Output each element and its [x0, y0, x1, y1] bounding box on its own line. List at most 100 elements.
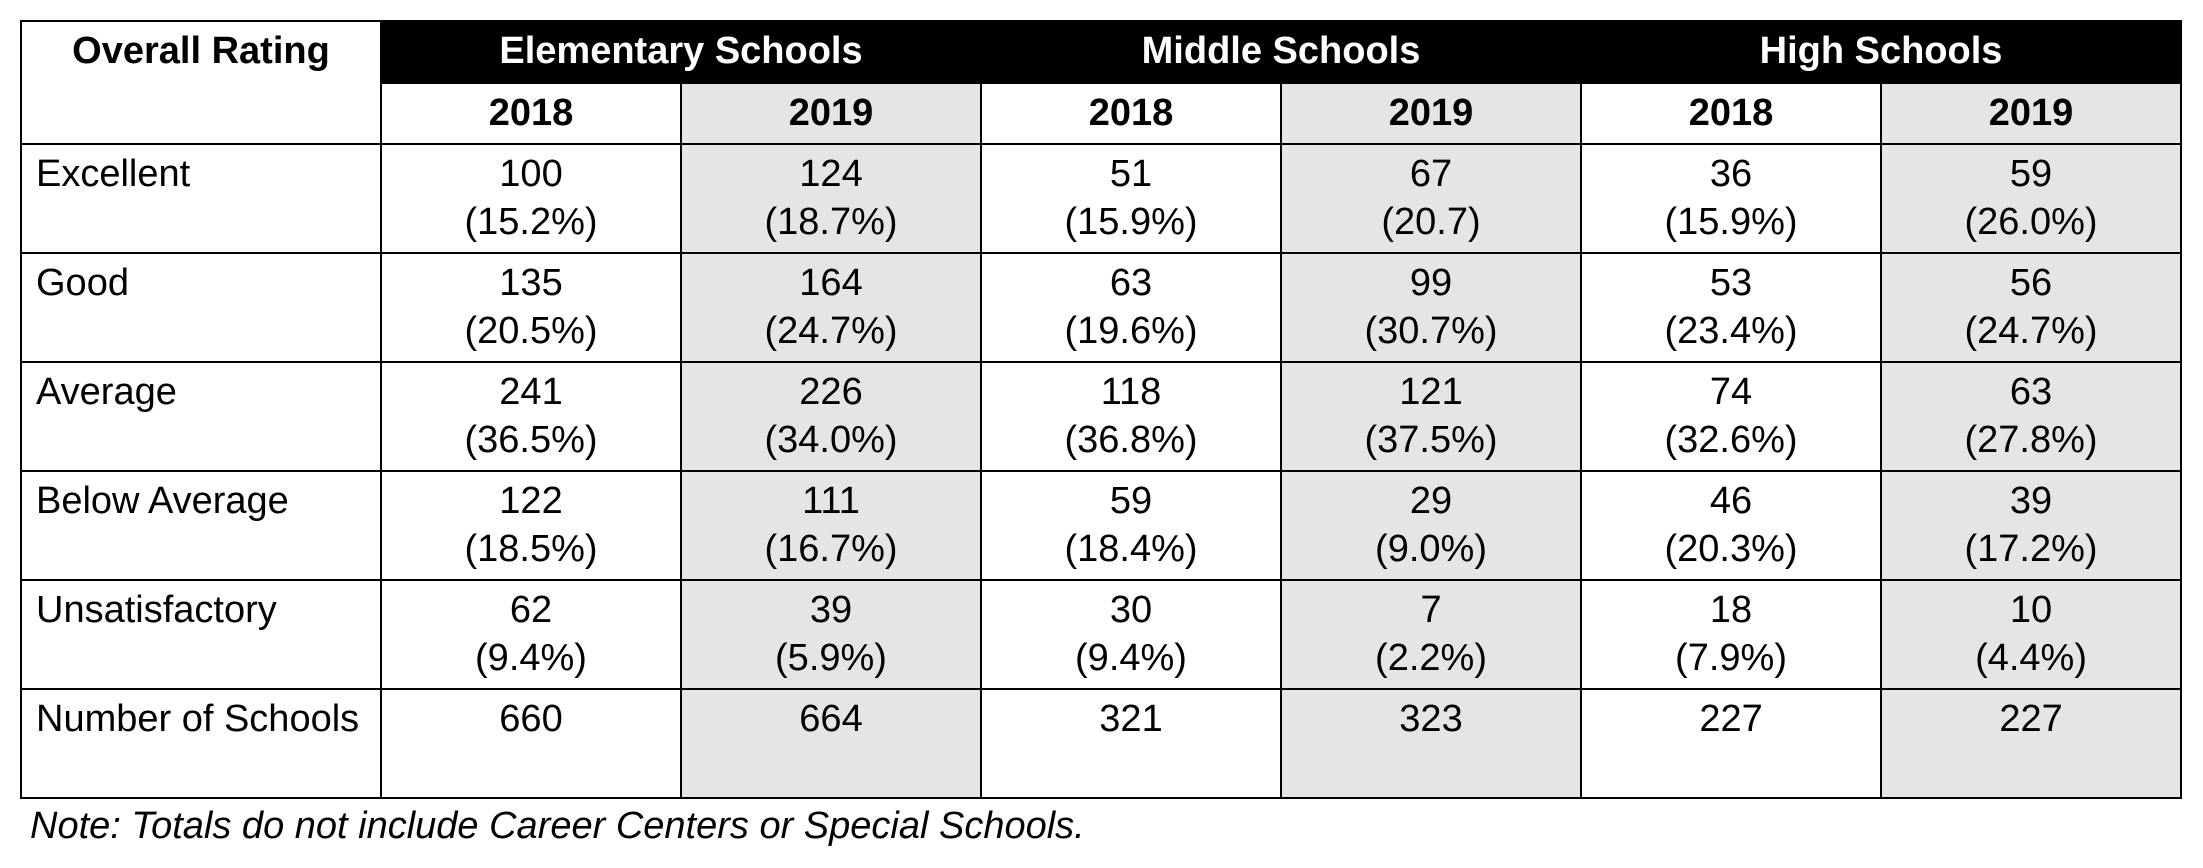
- cell-count: 7: [1296, 587, 1566, 635]
- cell-count: 121: [1296, 369, 1566, 417]
- header-row-groups: Overall Rating Elementary Schools Middle…: [21, 21, 2181, 83]
- cell-count: 39: [1896, 478, 2166, 526]
- header-overall-rating: Overall Rating: [21, 21, 381, 83]
- data-cell: 59(26.0%): [1881, 144, 2181, 253]
- data-cell: 111(16.7%): [681, 471, 981, 580]
- cell-percent: (26.0%): [1896, 199, 2166, 247]
- cell-percent: (19.6%): [996, 308, 1266, 356]
- cell-count: 226: [696, 369, 966, 417]
- row-label: Below Average: [21, 471, 381, 580]
- cell-count: 323: [1296, 696, 1566, 744]
- cell-percent: (9.4%): [396, 635, 666, 683]
- data-cell: 62(9.4%): [381, 580, 681, 689]
- cell-count: 10: [1896, 587, 2166, 635]
- cell-count: 122: [396, 478, 666, 526]
- data-cell: 39(5.9%): [681, 580, 981, 689]
- cell-count: 29: [1296, 478, 1566, 526]
- cell-count: 51: [996, 151, 1266, 199]
- cell-percent: (37.5%): [1296, 417, 1566, 465]
- cell-count: 321: [996, 696, 1266, 744]
- table-row: Number of Schools 660 664 321 323 227 227: [21, 689, 2181, 798]
- data-cell: 323: [1281, 689, 1581, 798]
- cell-percent: (4.4%): [1896, 635, 2166, 683]
- header-year: 2019: [1281, 83, 1581, 145]
- ratings-table: Overall Rating Elementary Schools Middle…: [20, 20, 2182, 799]
- data-cell: 18(7.9%): [1581, 580, 1881, 689]
- cell-percent: (7.9%): [1596, 635, 1866, 683]
- cell-percent: [996, 744, 1266, 792]
- cell-percent: (36.8%): [996, 417, 1266, 465]
- cell-count: 227: [1896, 696, 2166, 744]
- data-cell: 29(9.0%): [1281, 471, 1581, 580]
- cell-count: 74: [1596, 369, 1866, 417]
- header-year: 2018: [1581, 83, 1881, 145]
- data-cell: 100(15.2%): [381, 144, 681, 253]
- cell-percent: (15.9%): [996, 199, 1266, 247]
- data-cell: 122(18.5%): [381, 471, 681, 580]
- cell-percent: [696, 744, 966, 792]
- header-group-elementary: Elementary Schools: [381, 21, 981, 83]
- cell-count: 67: [1296, 151, 1566, 199]
- cell-percent: (9.4%): [996, 635, 1266, 683]
- cell-percent: (24.7%): [1896, 308, 2166, 356]
- table-footnote: Note: Totals do not include Career Cente…: [20, 799, 2180, 848]
- table-row: Excellent100(15.2%)124(18.7%)51(15.9%)67…: [21, 144, 2181, 253]
- cell-count: 30: [996, 587, 1266, 635]
- cell-count: 660: [396, 696, 666, 744]
- table-row: Unsatisfactory62(9.4%)39(5.9%)30(9.4%)7(…: [21, 580, 2181, 689]
- cell-count: 124: [696, 151, 966, 199]
- cell-count: 664: [696, 696, 966, 744]
- data-cell: 39(17.2%): [1881, 471, 2181, 580]
- cell-count: 59: [1896, 151, 2166, 199]
- cell-count: 63: [1896, 369, 2166, 417]
- cell-count: 118: [996, 369, 1266, 417]
- cell-percent: [396, 744, 666, 792]
- row-label: Average: [21, 362, 381, 471]
- cell-count: 111: [696, 478, 966, 526]
- data-cell: 124(18.7%): [681, 144, 981, 253]
- data-cell: 10(4.4%): [1881, 580, 2181, 689]
- header-year: 2018: [381, 83, 681, 145]
- data-cell: 99(30.7%): [1281, 253, 1581, 362]
- cell-percent: [1596, 744, 1866, 792]
- data-cell: 53(23.4%): [1581, 253, 1881, 362]
- cell-percent: (27.8%): [1896, 417, 2166, 465]
- table-row: Below Average122(18.5%)111(16.7%)59(18.4…: [21, 471, 2181, 580]
- cell-percent: (30.7%): [1296, 308, 1566, 356]
- cell-percent: (15.2%): [396, 199, 666, 247]
- table-row: Good135(20.5%)164(24.7%)63(19.6%)99(30.7…: [21, 253, 2181, 362]
- cell-count: 53: [1596, 260, 1866, 308]
- data-cell: 664: [681, 689, 981, 798]
- data-cell: 227: [1581, 689, 1881, 798]
- header-row-years: 2018 2019 2018 2019 2018 2019: [21, 83, 2181, 145]
- cell-percent: [1296, 744, 1566, 792]
- cell-percent: (18.5%): [396, 526, 666, 574]
- cell-count: 63: [996, 260, 1266, 308]
- row-label: Number of Schools: [21, 689, 381, 798]
- cell-count: 100: [396, 151, 666, 199]
- cell-percent: (20.3%): [1596, 526, 1866, 574]
- cell-percent: (15.9%): [1596, 199, 1866, 247]
- cell-percent: (20.5%): [396, 308, 666, 356]
- data-cell: 46(20.3%): [1581, 471, 1881, 580]
- cell-count: 241: [396, 369, 666, 417]
- cell-percent: (20.7): [1296, 199, 1566, 247]
- header-year: 2019: [1881, 83, 2181, 145]
- cell-count: 135: [396, 260, 666, 308]
- cell-percent: (18.7%): [696, 199, 966, 247]
- cell-count: 36: [1596, 151, 1866, 199]
- data-cell: 660: [381, 689, 681, 798]
- cell-count: 46: [1596, 478, 1866, 526]
- data-cell: 51(15.9%): [981, 144, 1281, 253]
- data-cell: 226(34.0%): [681, 362, 981, 471]
- cell-percent: (5.9%): [696, 635, 966, 683]
- cell-percent: (2.2%): [1296, 635, 1566, 683]
- row-label: Good: [21, 253, 381, 362]
- cell-percent: (36.5%): [396, 417, 666, 465]
- cell-count: 56: [1896, 260, 2166, 308]
- data-cell: 67(20.7): [1281, 144, 1581, 253]
- data-cell: 74(32.6%): [1581, 362, 1881, 471]
- cell-count: 227: [1596, 696, 1866, 744]
- cell-percent: (17.2%): [1896, 526, 2166, 574]
- cell-count: 59: [996, 478, 1266, 526]
